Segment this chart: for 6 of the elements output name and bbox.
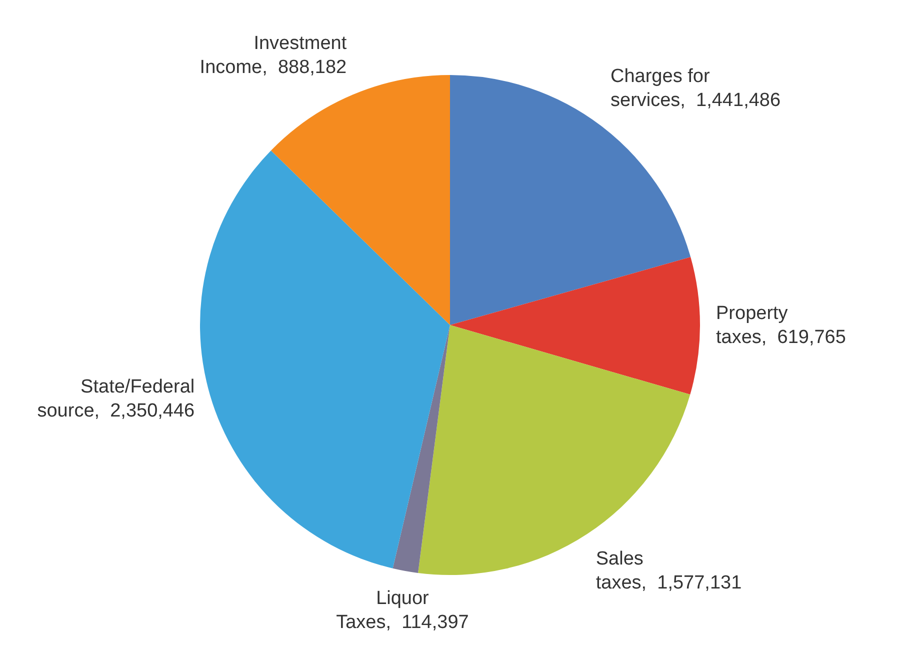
slice-label: Sales taxes, 1,577,131 bbox=[596, 548, 742, 594]
slice-label: Investment Income, 888,182 bbox=[200, 33, 348, 78]
slice-label: Liquor Taxes, 114,397 bbox=[336, 588, 469, 633]
slice-label: Property taxes, 619,765 bbox=[716, 303, 846, 348]
slice-label: State/Federal source, 2,350,446 bbox=[37, 376, 195, 422]
slice-label: Charges for services, 1,441,486 bbox=[610, 66, 781, 112]
